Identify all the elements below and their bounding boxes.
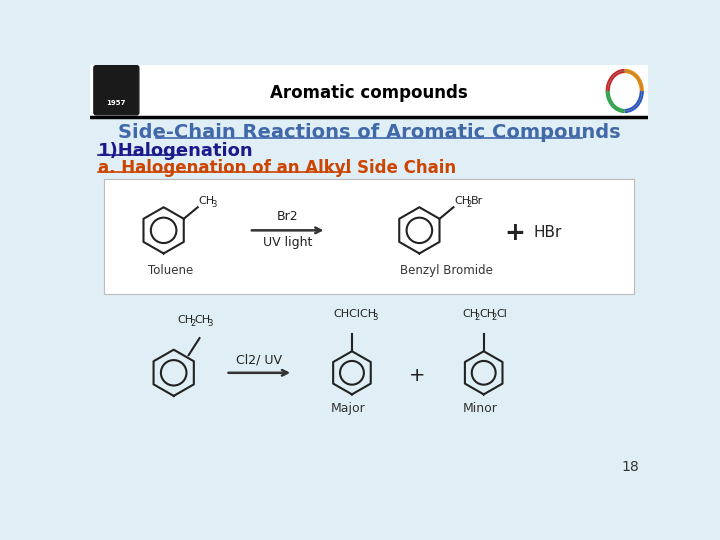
Text: +: +: [409, 366, 426, 384]
Text: Toluene: Toluene: [148, 264, 194, 277]
Text: CH: CH: [178, 315, 194, 325]
Text: CHClCH: CHClCH: [333, 309, 377, 319]
Text: 1)Halogenation: 1)Halogenation: [98, 142, 253, 160]
Text: CH: CH: [194, 315, 211, 325]
Text: 2: 2: [492, 313, 497, 322]
Text: 3: 3: [372, 313, 377, 322]
Text: 3: 3: [207, 319, 212, 328]
Text: CH: CH: [479, 309, 495, 319]
Text: 1957: 1957: [107, 100, 126, 106]
Text: +: +: [504, 221, 525, 245]
FancyBboxPatch shape: [104, 179, 634, 294]
Text: CH: CH: [454, 195, 470, 206]
Text: Side-Chain Reactions of Aromatic Compounds: Side-Chain Reactions of Aromatic Compoun…: [117, 123, 621, 143]
FancyBboxPatch shape: [94, 65, 139, 115]
Text: CH: CH: [199, 195, 215, 206]
Text: UV light: UV light: [263, 236, 312, 249]
Text: Aromatic compounds: Aromatic compounds: [270, 84, 468, 102]
Text: 18: 18: [621, 461, 639, 475]
Text: 2: 2: [474, 313, 480, 322]
Text: Br: Br: [472, 195, 484, 206]
Text: Major: Major: [330, 402, 366, 415]
Text: 3: 3: [211, 200, 216, 209]
Text: 2: 2: [467, 200, 472, 209]
Text: a. Halogenation of an Alkyl Side Chain: a. Halogenation of an Alkyl Side Chain: [98, 159, 456, 177]
Text: Cl2/ UV: Cl2/ UV: [236, 354, 282, 367]
Text: Benzyl Bromide: Benzyl Bromide: [400, 264, 493, 277]
Text: Cl: Cl: [496, 309, 507, 319]
Text: Minor: Minor: [462, 402, 498, 415]
Text: HBr: HBr: [534, 225, 562, 240]
FancyBboxPatch shape: [90, 65, 648, 117]
Text: 2: 2: [190, 319, 195, 328]
Text: CH: CH: [462, 309, 478, 319]
Text: Br2: Br2: [276, 210, 298, 222]
